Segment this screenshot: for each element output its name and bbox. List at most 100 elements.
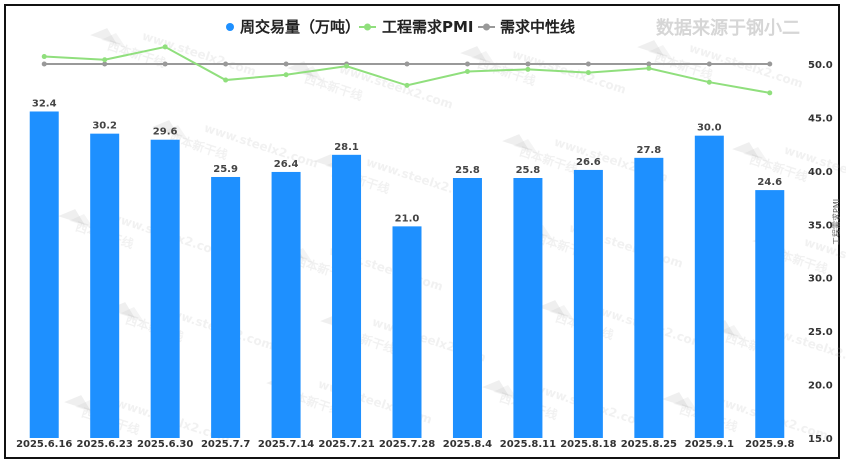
watermark-peak-shape: [482, 380, 509, 396]
neutral-point-3: [162, 61, 168, 67]
neutral-point-2: [102, 61, 108, 67]
watermark-peak-shape: [288, 248, 313, 263]
legend-bar-marker: [226, 23, 234, 31]
pmi-point-7: [404, 82, 410, 88]
x-tick-label-1: 2025.6.16: [16, 439, 72, 450]
watermark-peak-shape: [513, 139, 538, 154]
pmi-point-8: [464, 69, 470, 75]
bar-value-label-10: 26.6: [576, 157, 601, 168]
pmi-point-13: [767, 90, 773, 96]
right-tick-label-6: 40.0: [808, 167, 833, 178]
neutral-point-10: [585, 61, 591, 67]
legend-pmi-label: 工程需求PMI: [382, 18, 474, 36]
bar-value-label-13: 24.6: [757, 177, 782, 188]
legend-pmi-marker: [364, 23, 371, 31]
watermark-peak-shape: [460, 46, 487, 62]
bar-12: [694, 135, 724, 439]
watermark-peak-shape: [719, 325, 744, 340]
x-tick-label-8: 2025.8.4: [443, 439, 492, 450]
neutral-point-13: [767, 61, 773, 67]
bar-value-label-6: 28.1: [334, 142, 359, 153]
watermark-peak-shape: [101, 33, 126, 48]
bar-8: [452, 178, 482, 438]
right-tick-label-3: 25.0: [808, 327, 833, 338]
bar-series: [29, 111, 785, 439]
bar-value-label-12: 30.0: [697, 123, 722, 134]
bar-value-label-2: 30.2: [92, 121, 117, 132]
legend-bar-label: 周交易量（万吨）: [240, 18, 360, 36]
bar-13: [755, 190, 785, 438]
bar-value-label-8: 25.8: [455, 165, 480, 176]
neutral-point-8: [464, 61, 470, 67]
right-axis-labels: 15.0 20.0 25.0 30.0 35.0 40.0 45.0 50.0: [808, 60, 833, 445]
watermark-peak-shape: [287, 61, 314, 77]
watermark-peak-shape: [743, 147, 768, 162]
chart-legend: 周交易量（万吨） 工程需求PMI 需求中性线: [226, 18, 575, 36]
neutral-point-5: [283, 61, 289, 67]
neutral-point-1: [41, 61, 47, 67]
bar-6: [332, 154, 362, 438]
pmi-point-5: [283, 72, 289, 78]
x-tick-label-4: 2025.7.7: [201, 439, 250, 450]
watermark-peak-shape: [637, 40, 664, 56]
watermark-peak-shape: [58, 209, 85, 225]
bar-1: [29, 111, 59, 439]
bar-value-labels: 32.4 30.2 29.6 25.9 26.4 28.1 21.0 25.8 25.8 26.6…: [32, 98, 782, 224]
pmi-point-9: [525, 66, 531, 72]
source-note: 数据来源于钢小二: [656, 17, 800, 39]
right-tick-label-8: 50.0: [808, 60, 833, 71]
watermark-peak-shape: [732, 142, 759, 158]
pmi-point-6: [344, 63, 350, 69]
watermark-peak-shape: [662, 392, 689, 408]
pmi-line-series: [41, 44, 773, 96]
bar-value-label-3: 29.6: [153, 127, 178, 138]
watermark-peak-shape: [119, 307, 144, 322]
right-tick-label-2: 20.0: [808, 381, 833, 392]
pmi-point-11: [646, 65, 652, 71]
bar-4: [211, 176, 241, 439]
bar-value-label-1: 32.4: [32, 98, 57, 109]
watermark-peak-shape: [298, 66, 323, 81]
watermark-peak-shape: [152, 120, 179, 136]
neutral-point-9: [525, 61, 531, 67]
neutral-line-series: [41, 61, 773, 67]
bar-3: [150, 139, 180, 438]
bar-value-label-9: 25.8: [516, 165, 541, 176]
legend-neutral-marker: [483, 23, 490, 31]
pmi-point-12: [706, 79, 712, 85]
x-tick-label-12: 2025.9.1: [685, 439, 734, 450]
watermark-peak-shape: [673, 397, 698, 412]
watermark-peak-shape: [163, 125, 188, 140]
bar-value-label-11: 27.8: [637, 145, 662, 156]
neutral-point-11: [646, 61, 652, 67]
pmi-point-10: [585, 70, 591, 76]
watermark-peak-shape: [493, 385, 518, 400]
bar-7: [392, 226, 422, 438]
x-tick-label-13: 2025.9.8: [745, 439, 794, 450]
watermark-peak-shape: [69, 214, 94, 229]
watermark-peak-shape: [64, 395, 91, 411]
watermark-peak-shape: [471, 51, 496, 66]
bar-11: [634, 157, 664, 438]
pmi-point-1: [41, 54, 47, 60]
bar-value-label-5: 26.4: [274, 159, 299, 170]
neutral-point-12: [706, 61, 712, 67]
watermark-peak-shape: [648, 45, 673, 60]
x-tick-label-2: 2025.6.23: [77, 439, 133, 450]
x-tick-label-7: 2025.7.28: [379, 439, 435, 450]
pmi-point-4: [223, 77, 229, 83]
bar-value-label-7: 21.0: [395, 213, 420, 224]
pmi-point-3: [162, 44, 168, 50]
right-tick-label-1: 15.0: [808, 434, 833, 445]
watermark-peak-shape: [108, 302, 135, 318]
right-tick-label-4: 30.0: [808, 274, 833, 285]
bar-5: [271, 171, 301, 438]
x-tick-label-10: 2025.8.18: [560, 439, 616, 450]
